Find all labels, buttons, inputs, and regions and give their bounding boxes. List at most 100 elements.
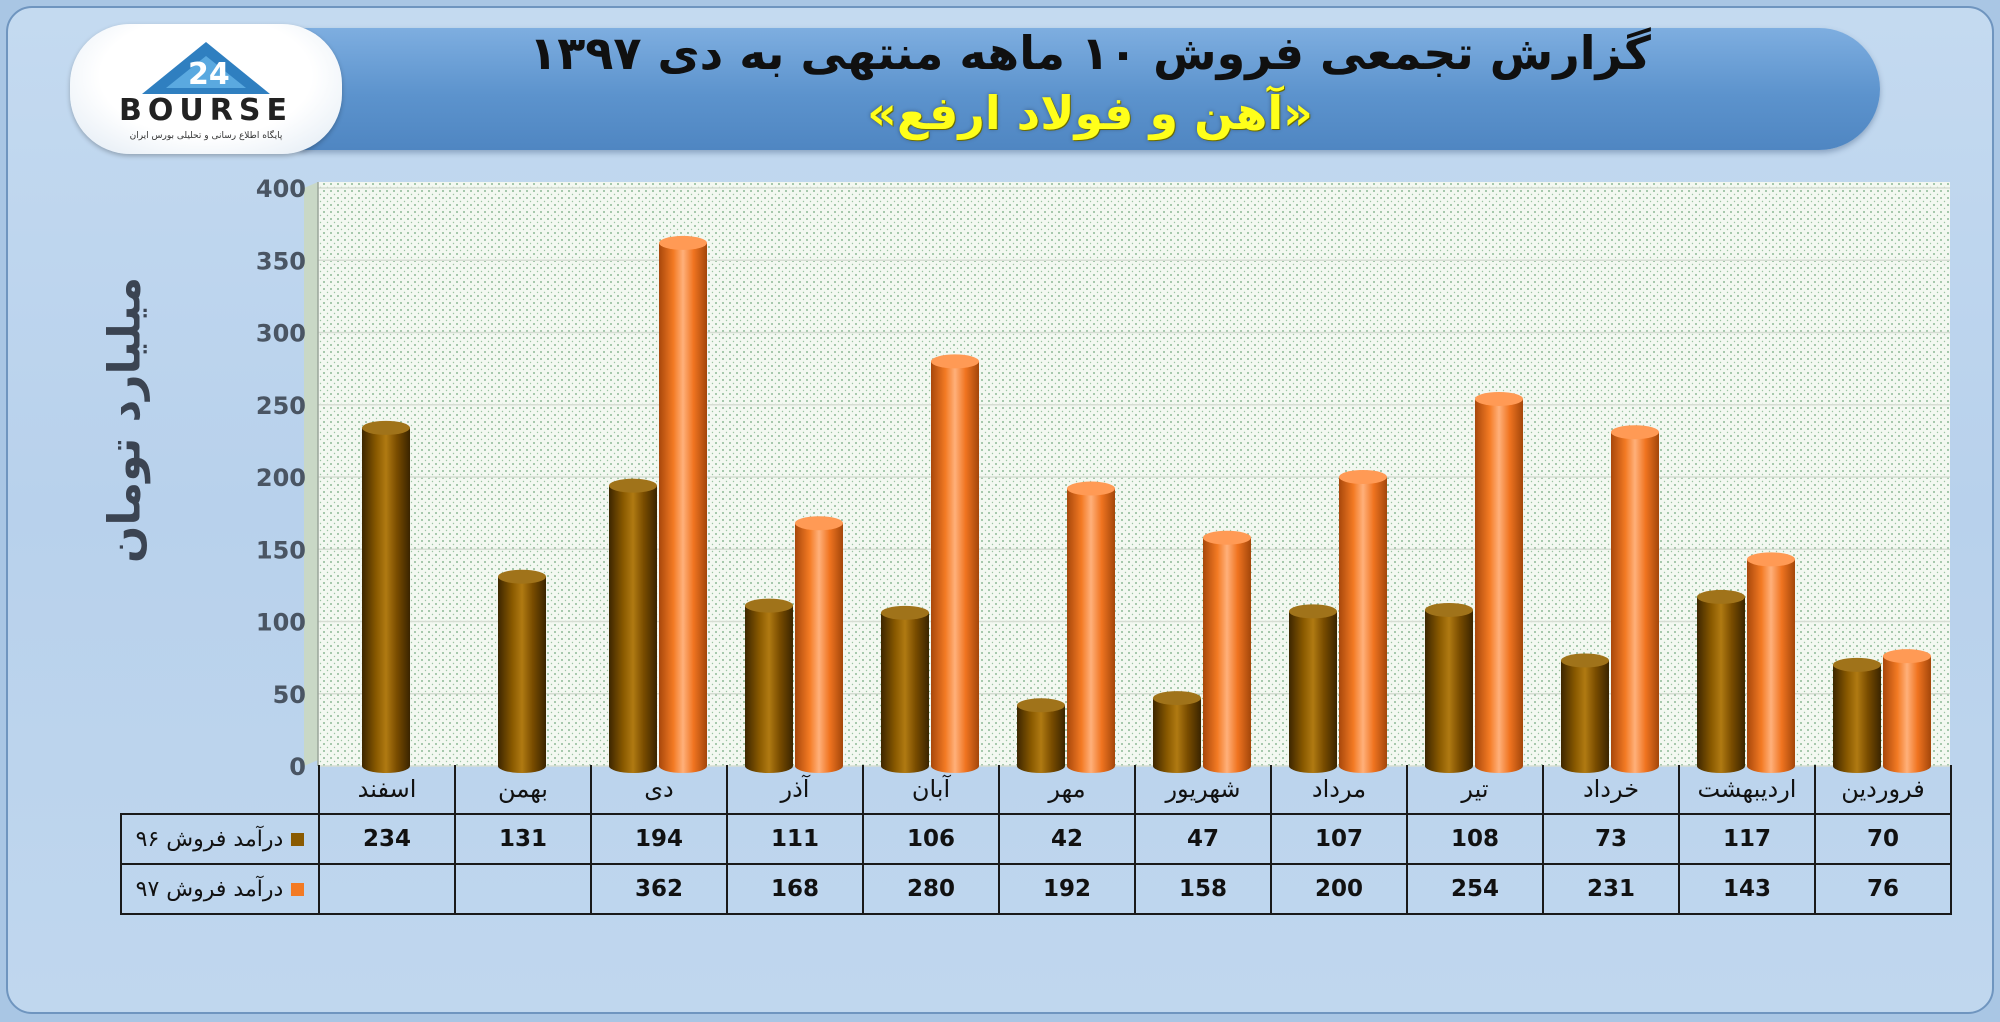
bar-96 [1561,660,1609,773]
y-tick-label: 350 [256,247,306,275]
bar-97-top [659,235,707,250]
y-tick-label: 300 [256,320,306,348]
bar-97 [1475,398,1523,773]
bar-96-top [1017,698,1065,713]
bar-97 [1203,537,1251,773]
data-cell: 194 [590,813,728,865]
data-cell: 47 [1134,813,1272,865]
bar-96 [881,612,929,773]
y-tick-label: 150 [256,536,306,564]
table-corner [121,765,320,815]
plot-background [318,182,1950,766]
data-cell: 231 [1542,863,1680,915]
data-cell [318,863,456,915]
x-category-label: آبان [862,765,1000,815]
bar-96-top [1833,657,1881,672]
data-cell: 111 [726,813,864,865]
y-tick-label: 50 [273,681,306,709]
series-label: درآمد فروش ۹۶ [120,813,320,865]
bar-96-top [609,478,657,493]
x-category-label: فروردین [1814,765,1952,815]
y-tick-label: 400 [256,175,306,203]
data-cell: 234 [318,813,456,865]
y-tick-label: 250 [256,392,306,420]
bar-96 [1289,611,1337,773]
x-category-label: مرداد [1270,765,1408,815]
x-category-label: شهریور [1134,765,1272,815]
x-category-label: اسفند [318,765,456,815]
bar-96-top [1697,589,1745,604]
bar-96 [362,427,410,773]
table-row: درآمد فروش ۹۷ 362 168 280 192 158 200 254 231 143… [120,863,1952,915]
x-category-label: دی [590,765,728,815]
bar-97 [1747,559,1795,773]
data-cell: 107 [1270,813,1408,865]
data-cell: 106 [862,813,1000,865]
bar-97 [1883,656,1931,773]
bar-96 [1017,705,1065,773]
bar-97 [1339,477,1387,773]
bar-96-top [1153,691,1201,706]
y-tick-label: 100 [256,609,306,637]
bar-96 [1153,698,1201,773]
bar-97-top [1339,470,1387,484]
logo-brand: BOURSE [119,93,293,128]
x-category-label: مهر [998,765,1136,815]
data-cell: 200 [1270,863,1408,915]
legend-swatch [291,883,305,896]
bar-96 [1833,664,1881,773]
bar-96-top [881,605,929,620]
bar-96 [1425,609,1473,773]
bar-96-top [1561,653,1609,668]
bar-97-top [931,354,979,369]
bar-97-top [1747,552,1795,567]
logo-number: 24 [188,57,230,92]
chart-subtitle: «آهن و فولاد ارفع» [867,86,1313,140]
bar-96 [609,485,657,773]
bar-97-top [1611,425,1659,440]
bar-97 [795,523,843,773]
data-cell: 158 [1134,863,1272,915]
chart-title: گزارش تجمعی فروش ۱۰ ماهه منتهی به دی ۱۳۹… [529,26,1651,80]
bar-97-top [1203,530,1251,545]
y-tick-label: 200 [256,464,306,492]
data-cell: 117 [1678,813,1816,865]
bar-97-top [795,516,843,531]
bar-96-top [498,569,546,584]
data-cell: 76 [1814,863,1952,915]
data-cell: 131 [454,813,592,865]
x-category-label: خرداد [1542,765,1680,815]
data-cell: 42 [998,813,1136,865]
x-category-label: اردیبهشت [1678,765,1816,815]
bar-96-top [1425,602,1473,617]
data-cell: 280 [862,863,1000,915]
title-banner [300,28,1880,150]
bar-96 [498,576,546,773]
bar-96 [745,605,793,773]
x-category-label: تیر [1406,765,1544,815]
bar-96-top [1289,604,1337,619]
bar-97-top [1067,481,1115,496]
x-category-label: بهمن [454,765,592,815]
data-cell: 73 [1542,813,1680,865]
bourse24-logo: 24 BOURSE پایگاه اطلاع رسانی و تحلیلی بو… [70,24,342,154]
logo-tagline: پایگاه اطلاع رسانی و تحلیلی بورس ایران [130,129,283,141]
bar-96-top [745,598,793,613]
table-row: درآمد فروش ۹۶ 234 131 194 111 106 42 47 107 108 73… [120,813,1952,865]
bar-97 [1067,488,1115,773]
bar-97-top [1883,649,1931,664]
data-cell: 143 [1678,863,1816,915]
bar-97-top [1475,391,1523,406]
data-cell: 362 [590,863,728,915]
data-cell: 192 [998,863,1136,915]
data-cell: 254 [1406,863,1544,915]
data-cell: 168 [726,863,864,915]
legend-swatch [291,833,305,846]
bar-97 [1611,432,1659,773]
bar-96 [1697,596,1745,773]
bar-96-top [362,420,410,435]
data-table: اسفند بهمن دی آذر آبان مهر شهریور مرداد تیر خرداد… [120,765,1952,915]
bar-97 [659,242,707,773]
data-cell [454,863,592,915]
